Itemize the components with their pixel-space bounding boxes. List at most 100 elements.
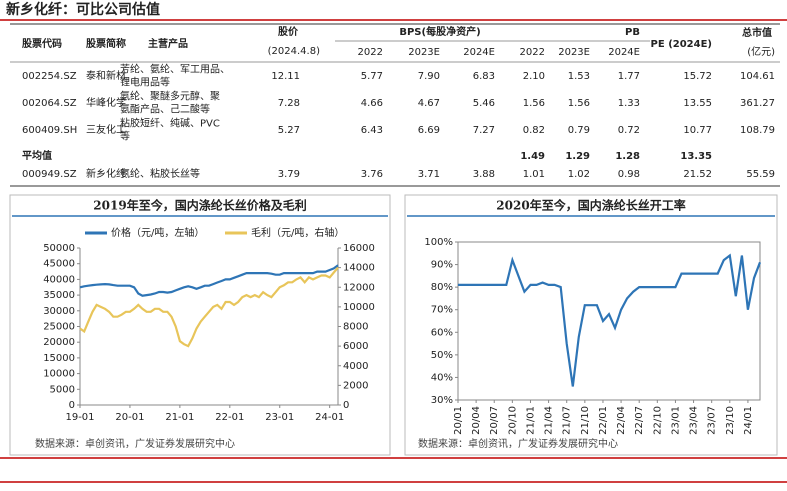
x-tick-label: 20-01 bbox=[115, 412, 144, 423]
cell: 6.43 bbox=[361, 125, 383, 136]
source: 数据来源：卓创资讯，广发证券发展研究中心 bbox=[418, 437, 618, 450]
chart-frame bbox=[9, 194, 391, 456]
cell: 0.82 bbox=[523, 125, 545, 136]
y-tick-label: 100% bbox=[424, 237, 453, 248]
cell: 3.71 bbox=[418, 169, 440, 180]
cell: 6.69 bbox=[418, 125, 440, 136]
cell: 氨酯产品、己二酸等 bbox=[120, 103, 210, 116]
y2-tick-label: 6000 bbox=[343, 341, 368, 352]
cell: 1.77 bbox=[618, 71, 640, 82]
cell: 002064.SZ bbox=[22, 98, 77, 109]
y2-tick-label: 16000 bbox=[343, 243, 375, 254]
cell: 新乡化纤 bbox=[86, 167, 126, 180]
x-tick-label: 23/04 bbox=[689, 406, 700, 435]
cell: 1.01 bbox=[523, 169, 545, 180]
header: BPS(每股净资产) bbox=[399, 25, 480, 38]
y-tick-label: 10000 bbox=[43, 369, 75, 380]
cell: 55.59 bbox=[746, 169, 775, 180]
cell: 12.11 bbox=[271, 71, 300, 82]
x-tick-label: 23/07 bbox=[707, 406, 718, 435]
x-tick-label: 23/10 bbox=[725, 406, 736, 435]
cell: 6.83 bbox=[473, 71, 495, 82]
plot-frame bbox=[457, 241, 761, 401]
cell: 粘胶短纤、纯碱、PVC bbox=[120, 117, 220, 130]
x-tick-label: 21/04 bbox=[544, 406, 555, 435]
x-tick-label: 22/07 bbox=[634, 406, 645, 435]
data-line bbox=[79, 264, 339, 297]
x-tick-label: 24/01 bbox=[743, 406, 754, 435]
cell: 361.27 bbox=[740, 98, 775, 109]
chart-title: 2020年至今，国内涤纶长丝开工率 bbox=[496, 198, 685, 213]
header: 2023E bbox=[408, 47, 440, 58]
cell: 0.98 bbox=[618, 169, 640, 180]
cell: 1.29 bbox=[565, 151, 590, 162]
x-tick-label: 21/01 bbox=[525, 406, 536, 435]
chart-title: 2019年至今，国内涤纶长丝价格及毛利 bbox=[93, 198, 306, 213]
header: 股价 bbox=[278, 26, 299, 38]
cell: 芳纶、氨纶、军工用品、 bbox=[120, 63, 230, 76]
cell: 2.10 bbox=[523, 71, 545, 82]
y-tick-label: 45000 bbox=[43, 259, 75, 270]
header: 股票代码 bbox=[22, 37, 62, 50]
header: 2024E bbox=[463, 47, 495, 58]
cell: 1.33 bbox=[618, 98, 640, 109]
header: 总市值 bbox=[742, 26, 772, 39]
cell: 4.66 bbox=[361, 98, 383, 109]
cell: 泰和新材 bbox=[86, 69, 126, 82]
cell: 5.27 bbox=[278, 125, 300, 136]
header: 2023E bbox=[558, 47, 590, 58]
y2-tick-label: 10000 bbox=[343, 302, 375, 313]
cell: 1.56 bbox=[523, 98, 545, 109]
x-tick-label: 24-01 bbox=[315, 412, 344, 423]
cell: 0.79 bbox=[568, 125, 590, 136]
cell: 3.76 bbox=[361, 169, 383, 180]
source: 数据来源：卓创资讯，广发证券发展研究中心 bbox=[35, 437, 235, 450]
cell: 氨纶、粘胶长丝等 bbox=[120, 167, 200, 180]
y-tick-label: 70% bbox=[431, 305, 453, 316]
cell: 7.90 bbox=[418, 71, 440, 82]
y2-tick-label: 14000 bbox=[343, 263, 375, 274]
y2-tick-label: 2000 bbox=[343, 380, 368, 391]
legend-label: 毛利（元/吨，右轴） bbox=[251, 226, 344, 239]
chart-frame bbox=[404, 194, 778, 456]
y-tick-label: 0 bbox=[69, 400, 75, 411]
cell: 1.56 bbox=[568, 98, 590, 109]
cell: 15.72 bbox=[683, 71, 712, 82]
cell: 5.46 bbox=[473, 98, 495, 109]
cell: 002254.SZ bbox=[22, 71, 77, 82]
cell: 7.27 bbox=[473, 125, 495, 136]
cell: 三友化工 bbox=[86, 123, 126, 136]
cell: 1.02 bbox=[568, 169, 590, 180]
cell: 锂电用品等 bbox=[120, 76, 170, 89]
y-tick-label: 35000 bbox=[43, 290, 75, 301]
cell: 5.77 bbox=[361, 71, 383, 82]
cell: 13.35 bbox=[680, 151, 712, 162]
x-tick-label: 21-01 bbox=[165, 412, 194, 423]
y-tick-label: 30000 bbox=[43, 306, 75, 317]
y-tick-label: 90% bbox=[431, 260, 453, 271]
x-tick-label: 23-01 bbox=[265, 412, 294, 423]
page-title: 新乡化纤：可比公司估值 bbox=[6, 1, 160, 18]
x-tick-label: 23/01 bbox=[670, 406, 681, 435]
cell: 1.53 bbox=[568, 71, 590, 82]
header: (2024.4.8) bbox=[268, 46, 320, 57]
cell: 3.88 bbox=[473, 169, 495, 180]
cell: 000949.SZ bbox=[22, 169, 77, 180]
header: 主营产品 bbox=[148, 37, 188, 50]
y2-tick-label: 12000 bbox=[343, 282, 375, 293]
cell: 1.49 bbox=[520, 151, 545, 162]
header: 2022 bbox=[520, 47, 545, 58]
cell: 104.61 bbox=[740, 71, 775, 82]
y-tick-label: 60% bbox=[431, 327, 453, 338]
y-tick-label: 30% bbox=[431, 395, 453, 406]
x-tick-label: 22-01 bbox=[215, 412, 244, 423]
cell: 10.77 bbox=[683, 125, 712, 136]
cell: 0.72 bbox=[618, 125, 640, 136]
x-tick-label: 21/07 bbox=[562, 406, 573, 435]
x-tick-label: 20/07 bbox=[489, 406, 500, 435]
cell: 1.28 bbox=[615, 151, 640, 162]
header: 2024E bbox=[608, 47, 640, 58]
header: 2022 bbox=[358, 47, 383, 58]
header: PB bbox=[625, 27, 640, 38]
